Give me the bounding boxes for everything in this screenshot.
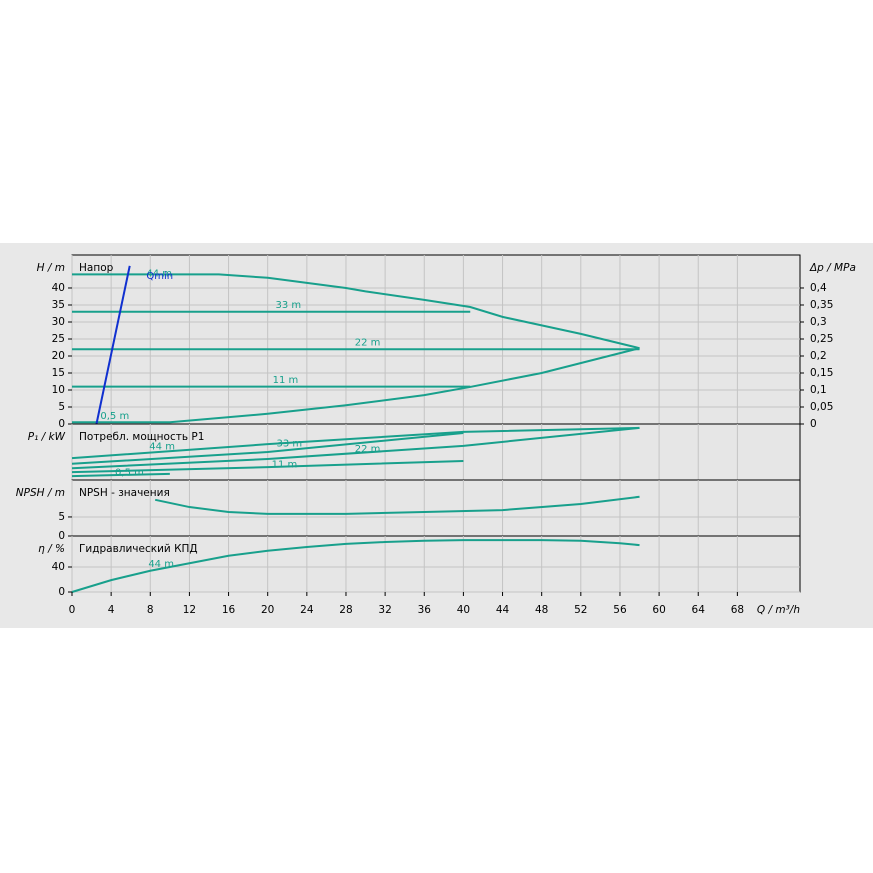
x-tick-label: 44 [496, 604, 510, 616]
curve [72, 273, 640, 350]
x-tick-label: 40 [457, 604, 470, 616]
y-tick-label: 25 [52, 333, 65, 345]
x-tick-label: 60 [652, 604, 665, 616]
y-tick-label: 40 [52, 561, 65, 573]
x-axis-label: Q / m³/h [757, 604, 800, 616]
curve-label: 11 m [273, 375, 299, 386]
y-tick-label: 5 [58, 401, 65, 413]
curve-label: 22 m [355, 337, 381, 348]
curve-label: 44 m [146, 269, 172, 280]
x-tick-label: 4 [108, 604, 115, 616]
y-tick-label: 0 [58, 586, 65, 598]
curve [95, 265, 131, 425]
y-tick-label: 0 [58, 530, 65, 542]
curve-label: 0,5 m [100, 411, 129, 422]
curve [71, 539, 640, 593]
y2-tick-label: 0,05 [810, 401, 833, 413]
y2-tick-label: 0,4 [810, 282, 827, 294]
curve [154, 495, 640, 515]
y2-axis-label: Δp / MPa [809, 262, 856, 274]
curve-label: 22 m [355, 444, 381, 455]
y-tick-label: 20 [52, 350, 65, 362]
x-tick-label: 0 [69, 604, 76, 616]
y2-tick-label: 0 [810, 418, 817, 430]
y2-tick-label: 0,3 [810, 316, 827, 328]
curve-label: 44 m [148, 559, 174, 570]
panel-title: Напор [79, 262, 114, 274]
x-tick-label: 20 [261, 604, 274, 616]
x-tick-label: 36 [418, 604, 432, 616]
curve [71, 459, 464, 474]
y2-tick-label: 0,1 [810, 384, 827, 396]
x-tick-label: 56 [613, 604, 627, 616]
curve [71, 426, 640, 460]
y2-tick-label: 0,15 [810, 367, 833, 379]
x-tick-label: 64 [692, 604, 706, 616]
y-tick-label: 0 [58, 418, 65, 430]
y2-tick-label: 0,2 [810, 350, 827, 362]
panel-title: Потребл. мощность P1 [79, 431, 204, 443]
plot-area [71, 479, 801, 537]
panel-title: Гидравлический КПД [79, 543, 198, 555]
x-tick-label: 32 [378, 604, 391, 616]
y2-tick-label: 0,25 [810, 333, 833, 345]
y-axis-label: NPSH / m [16, 487, 65, 499]
curve-label: 44 m [149, 441, 175, 452]
x-tick-label: 8 [147, 604, 154, 616]
x-tick-label: 48 [535, 604, 548, 616]
y-tick-label: 30 [52, 316, 65, 328]
y-axis-label: H / m [37, 262, 65, 274]
curve-label: 33 m [277, 439, 303, 450]
x-tick-label: 16 [222, 604, 236, 616]
curve-label: 11 m [272, 459, 298, 470]
x-tick-label: 68 [731, 604, 744, 616]
y-tick-label: 40 [52, 282, 65, 294]
y-axis-label: P₁ / kW [28, 431, 66, 443]
y2-tick-label: 0,35 [810, 299, 833, 311]
y-axis-label: η / % [38, 543, 65, 555]
curve [72, 347, 640, 424]
plot-area [71, 254, 801, 425]
x-tick-label: 12 [183, 604, 196, 616]
y-tick-label: 5 [58, 511, 65, 523]
curve [71, 431, 464, 465]
y-tick-label: 15 [52, 367, 65, 379]
x-tick-label: 24 [300, 604, 314, 616]
curve-label: Qmin [146, 271, 173, 282]
curve-label: 33 m [276, 300, 302, 311]
curve [71, 472, 170, 478]
curve [71, 426, 640, 470]
y-tick-label: 35 [52, 299, 65, 311]
plot-area [71, 535, 801, 593]
y-tick-label: 10 [52, 384, 65, 396]
x-tick-label: 52 [574, 604, 587, 616]
curve-label: 0,5 m [115, 468, 144, 479]
panel-title: NPSH - значения [79, 487, 170, 499]
x-tick-label: 28 [339, 604, 352, 616]
